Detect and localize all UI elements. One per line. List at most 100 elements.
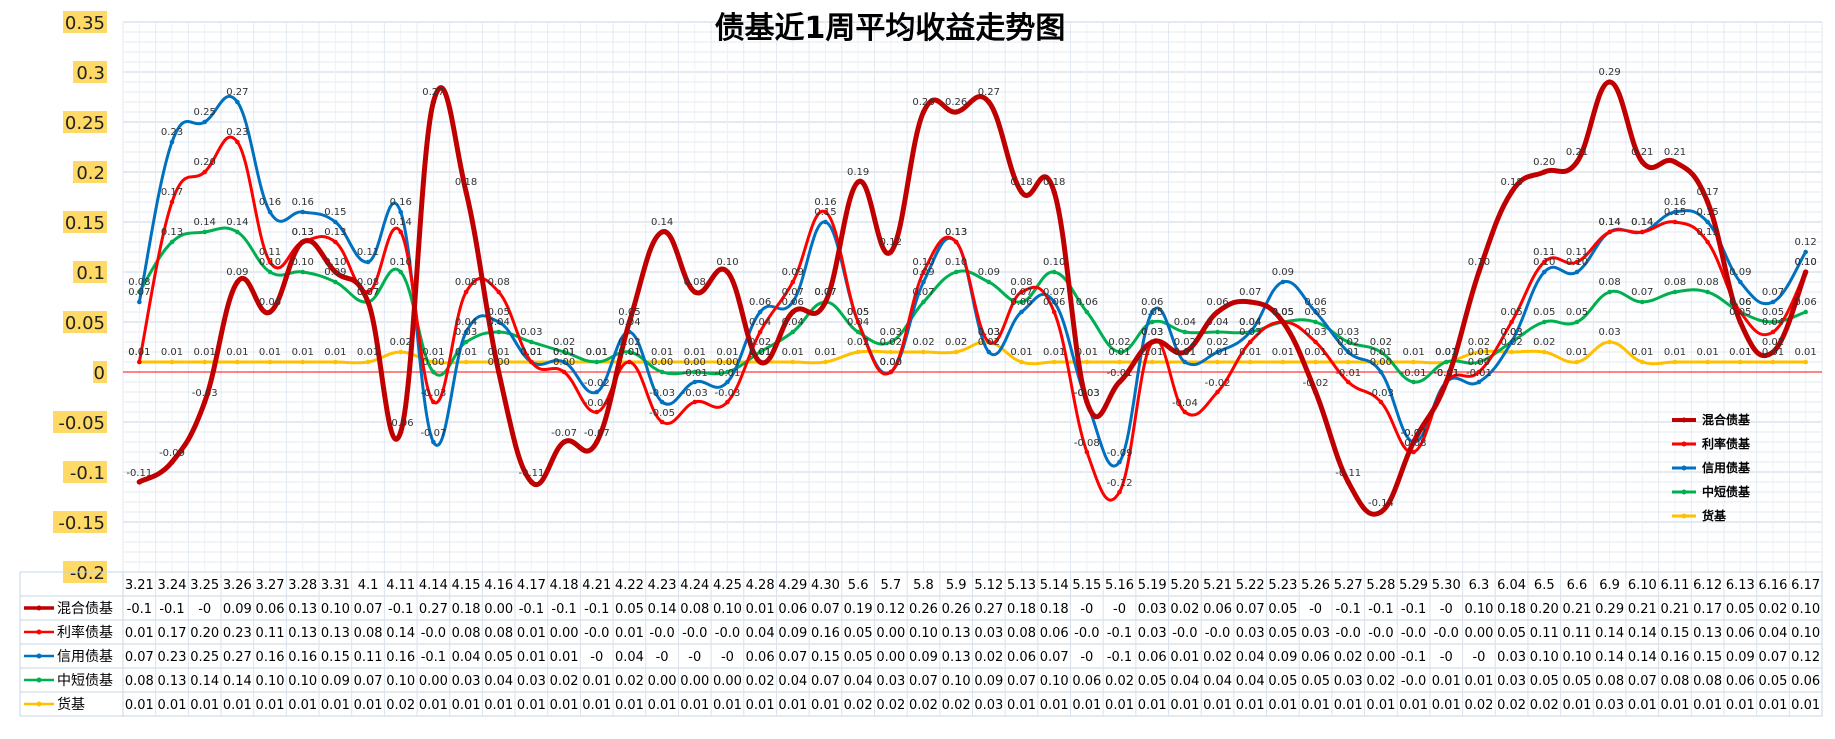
data-label: -0.04 [1172,398,1198,409]
data-label: 0.04 [847,317,869,328]
table-cell: 0.02 [1203,650,1232,665]
data-point [267,259,273,265]
x-category-label: 6.11 [1660,578,1689,593]
series-line-2 [137,94,1808,468]
table-cell: 0.23 [158,650,187,665]
data-label: 0.00 [684,357,706,368]
data-label: 0.01 [128,347,150,358]
data-point [1738,359,1743,365]
table-cell: 0.02 [1105,674,1134,689]
data-point [1639,299,1645,305]
data-point [1574,359,1580,365]
y-tick-highlight [63,111,107,133]
table-cell: -0.1 [388,602,413,617]
table-cell: 0.01 [1301,698,1330,713]
table-cell: 0.01 [1693,698,1722,713]
table-cell: 0.18 [452,602,481,617]
table-cell: 0.26 [909,602,938,617]
data-point [953,239,959,245]
table-cell: 0.17 [1693,602,1722,617]
data-label: 0.01 [1468,347,1490,358]
table-row-name: 信用债基 [57,648,113,665]
data-point [235,359,240,365]
data-point [365,289,371,295]
data-label: -0.02 [1205,378,1231,389]
data-point [1509,349,1514,355]
x-category-label: 4.30 [811,578,840,593]
table-cell: 0.02 [1366,674,1395,689]
data-label: 0.01 [324,347,346,358]
data-label: 0.07 [357,287,379,298]
y-tick-highlight [63,211,107,233]
data-point [1607,79,1613,85]
data-label: 0.01 [716,347,738,358]
y-tick-highlight [63,311,107,333]
table-cell: 0.02 [615,674,644,689]
x-category-label: 6.04 [1497,578,1526,593]
table-cell: 0.01 [223,698,252,713]
data-label: 0.18 [1500,177,1522,188]
table-cell: 0.15 [811,650,840,665]
data-point [692,379,698,385]
y-tick-label: -0.05 [58,413,105,434]
data-point [1378,359,1384,365]
chart-title: 债基近1周平均收益走势图 [715,11,1066,46]
table-cell: 0.04 [1236,674,1265,689]
table-cell: 0.04 [484,674,513,689]
data-point [1117,489,1122,495]
data-label: 0.02 [847,337,869,348]
data-point [921,269,926,275]
data-point [333,359,338,365]
table-cell: -0 [1440,602,1453,617]
table-cell: 0.07 [811,602,840,617]
table-cell: 0.04 [1759,626,1788,641]
table-cell: -0.1 [551,602,576,617]
data-label: 0.08 [128,277,150,288]
table-cell: -0 [656,650,669,665]
table-cell: 0.25 [190,650,219,665]
data-label: 0.14 [1631,217,1653,228]
data-point [1770,349,1776,355]
x-category-label: 4.14 [419,578,448,593]
table-cell: 0.10 [256,674,285,689]
x-category-label: 5.30 [1432,578,1461,593]
legend-label: 混合债基 [1702,412,1751,427]
data-label: 0.01 [1729,347,1751,358]
y-tick-label: -0.1 [70,463,105,484]
table-cell: 0.13 [942,626,971,641]
data-label: 0.16 [292,197,314,208]
table-cell: 0.01 [517,626,546,641]
data-point [986,99,992,105]
table-cell: 0.03 [517,674,546,689]
data-point [1019,299,1024,305]
table-cell: 0.04 [452,650,481,665]
data-point [1803,269,1809,275]
table-cell: 0.07 [1628,674,1657,689]
data-label: 0.06 [1729,297,1751,308]
data-label: -0.01 [1433,368,1459,379]
data-label: 0.03 [1337,327,1359,338]
table-cell: 0.10 [1040,674,1069,689]
data-point [169,199,175,205]
data-point [431,399,436,405]
data-label: 0.00 [1370,357,1392,368]
data-label: -0.14 [1368,498,1394,509]
table-cell: 0.02 [1334,650,1363,665]
data-label: 0.03 [1239,327,1261,338]
data-point [169,459,175,465]
table-cell: 0.03 [1334,674,1363,689]
table-cell: 0.15 [1693,650,1722,665]
data-label: 0.15 [1664,207,1686,218]
x-category-label: 5.23 [1268,578,1297,593]
data-label: 0.04 [1239,317,1261,328]
data-label: 0.09 [324,267,346,278]
data-label: 0.01 [520,347,542,358]
table-cell: 0.05 [1497,626,1526,641]
table-cell: 0.01 [1007,698,1036,713]
data-label: 0.05 [1566,307,1588,318]
data-point [1607,339,1612,345]
table-cell: -0.0 [1172,626,1197,641]
data-label: 0.06 [1304,297,1326,308]
table-cell: 0.05 [615,602,644,617]
table-cell: 0.09 [223,602,252,617]
